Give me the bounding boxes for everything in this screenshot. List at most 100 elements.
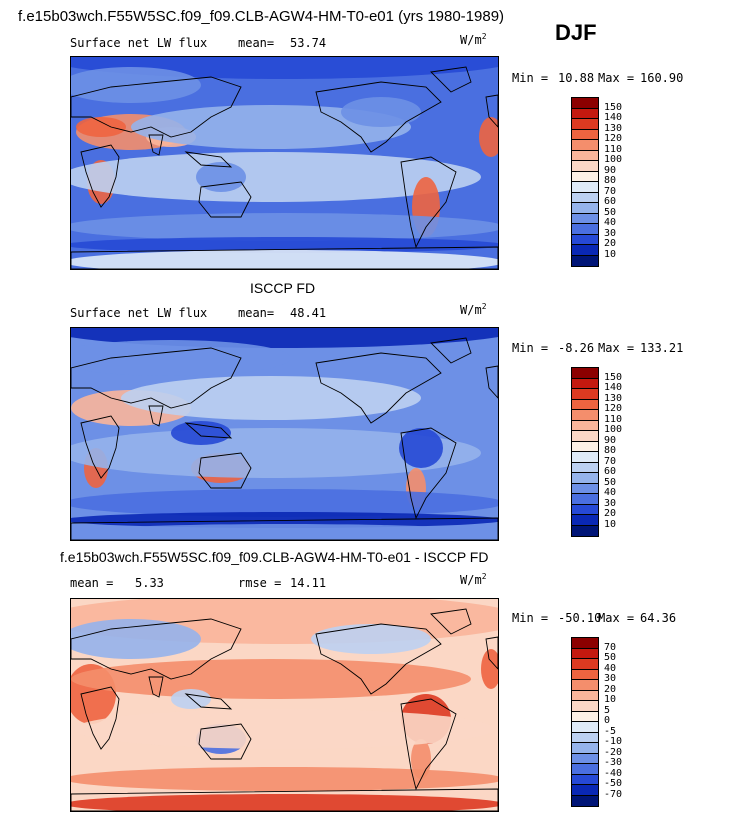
- colorbar-swatch: [572, 515, 598, 526]
- colorbar-tick-label: 110: [604, 143, 623, 155]
- colorbar-tick-label: -30: [604, 757, 623, 768]
- colorbar-swatch: [572, 171, 598, 182]
- colorbar-swatch: [572, 441, 598, 452]
- panel3-title: f.e15b03wch.F55W5SC.f09_f09.CLB-AGW4-HM-…: [60, 549, 489, 565]
- field-map: [71, 57, 498, 269]
- colorbar-tick-label: 30: [604, 673, 617, 684]
- colorbar-swatch: [572, 690, 598, 701]
- colorbar-tick-label: -40: [604, 767, 623, 779]
- colorbar-swatch: [572, 150, 598, 161]
- colorbar-swatch: [572, 722, 598, 733]
- panel1-max-label: Max =: [598, 71, 635, 85]
- colorbar-swatch: [572, 224, 598, 235]
- colorbar-swatch: [572, 98, 598, 109]
- colorbar-tick-label: 90: [604, 164, 617, 176]
- colorbar-tick-label: 40: [604, 217, 617, 228]
- colorbar-swatch: [572, 669, 598, 680]
- colorbar-swatch: [572, 504, 598, 515]
- colorbar-tick-label: 30: [604, 497, 617, 509]
- panel2-colorbar: [571, 367, 599, 537]
- figure-title: f.e15b03wch.F55W5SC.f09_f09.CLB-AGW4-HM-…: [18, 8, 505, 25]
- panel3-max-label: Max =: [598, 611, 635, 625]
- panel1-mean-value: 53.74: [290, 36, 327, 50]
- colorbar-swatch: [572, 452, 598, 463]
- colorbar-swatch: [572, 795, 598, 806]
- colorbar-tick-label: 40: [604, 662, 617, 674]
- colorbar-tick-label: 10: [604, 248, 617, 260]
- colorbar-swatch: [572, 648, 598, 659]
- panel1-map: [70, 56, 499, 270]
- colorbar-tick-label: -50: [604, 778, 623, 789]
- panel2-min-value: -8.26: [558, 341, 595, 355]
- colorbar-swatch: [572, 431, 598, 442]
- colorbar-swatch: [572, 774, 598, 785]
- colorbar-swatch: [572, 245, 598, 256]
- colorbar-tick-label: 100: [604, 154, 623, 165]
- panel2-mean-label: mean=: [238, 306, 275, 320]
- colorbar-swatch: [572, 680, 598, 691]
- colorbar-swatch: [572, 410, 598, 421]
- panel1-colorbar: [571, 97, 599, 267]
- panel1-max-value: 160.90: [640, 71, 684, 85]
- panel2-max-label: Max =: [598, 341, 635, 355]
- colorbar-tick-label: 0: [604, 715, 611, 726]
- colorbar-tick-label: 60: [604, 196, 617, 207]
- colorbar-tick-label: 150: [604, 371, 623, 383]
- panel1-variable: Surface net LW flux: [70, 36, 208, 50]
- colorbar-tick-label: 5: [604, 704, 611, 716]
- colorbar-tick-label: -20: [604, 746, 623, 758]
- colorbar-swatch: [572, 753, 598, 764]
- colorbar-tick-label: 70: [604, 641, 617, 653]
- colorbar-swatch: [572, 494, 598, 505]
- colorbar-swatch: [572, 462, 598, 473]
- colorbar-tick-label: -10: [604, 736, 623, 747]
- colorbar-swatch: [572, 525, 598, 536]
- colorbar-swatch: [572, 378, 598, 389]
- panel3-mean-label: mean =: [70, 576, 114, 590]
- panel3-colorbar: [571, 637, 599, 807]
- panel2-max-value: 133.21: [640, 341, 684, 355]
- colorbar-tick-label: 10: [604, 694, 617, 705]
- colorbar-swatch: [572, 192, 598, 203]
- colorbar-swatch: [572, 659, 598, 670]
- colorbar-swatch: [572, 119, 598, 130]
- colorbar-swatch: [572, 255, 598, 266]
- panel2-variable: Surface net LW flux: [70, 306, 208, 320]
- colorbar-tick-label: 80: [604, 445, 617, 456]
- colorbar-tick-label: 120: [604, 403, 623, 414]
- colorbar-swatch: [572, 368, 598, 379]
- colorbar-swatch: [572, 420, 598, 431]
- colorbar-tick-label: 10: [604, 518, 617, 530]
- colorbar-tick-label: 20: [604, 508, 617, 519]
- colorbar-swatch: [572, 129, 598, 140]
- colorbar-tick-label: 50: [604, 652, 617, 663]
- colorbar-tick-label: 130: [604, 122, 623, 134]
- colorbar-swatch: [572, 732, 598, 743]
- colorbar-tick-label: 40: [604, 487, 617, 498]
- colorbar-swatch: [572, 234, 598, 245]
- colorbar-tick-label: 150: [604, 101, 623, 113]
- panel2-mean-value: 48.41: [290, 306, 327, 320]
- colorbar-tick-label: 70: [604, 185, 617, 197]
- colorbar-tick-label: 20: [604, 683, 617, 695]
- colorbar-tick-label: 140: [604, 112, 623, 123]
- panel1-min-label: Min =: [512, 71, 549, 85]
- colorbar-tick-label: 60: [604, 466, 617, 477]
- panel1-mean-label: mean=: [238, 36, 275, 50]
- colorbar-tick-label: 30: [604, 227, 617, 239]
- season-label: DJF: [555, 20, 597, 45]
- colorbar-tick-label: 130: [604, 392, 623, 404]
- panel2-min-label: Min =: [512, 341, 549, 355]
- colorbar-swatch: [572, 638, 598, 649]
- colorbar-tick-label: 140: [604, 382, 623, 393]
- panel3-min-label: Min =: [512, 611, 549, 625]
- colorbar-tick-label: -5: [604, 725, 617, 737]
- panel3-rmse-value: 14.11: [290, 576, 327, 590]
- panel3-mean-value: 5.33: [135, 576, 164, 590]
- colorbar-tick-label: 90: [604, 434, 617, 446]
- colorbar-swatch: [572, 140, 598, 151]
- colorbar-tick-label: 50: [604, 476, 617, 488]
- colorbar-swatch: [572, 203, 598, 214]
- colorbar-swatch: [572, 785, 598, 796]
- colorbar-tick-label: 20: [604, 238, 617, 249]
